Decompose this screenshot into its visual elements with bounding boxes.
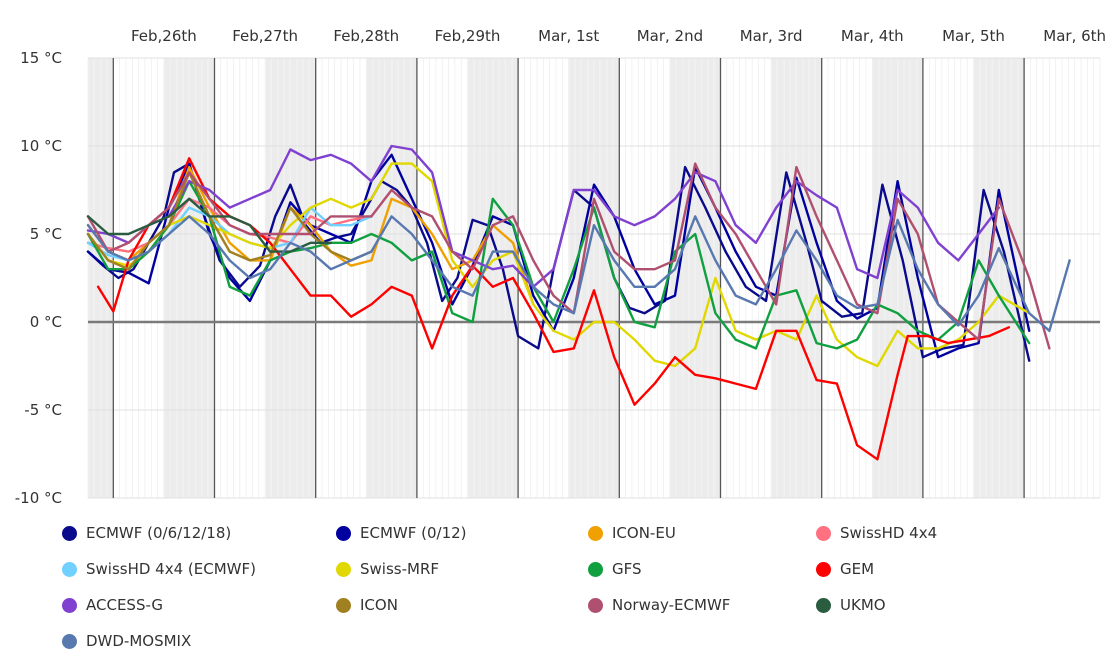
legend-label: UKMO (840, 596, 886, 614)
legend-swatch (62, 597, 77, 613)
legend-swatch (816, 561, 831, 577)
legend-item-swisshd-4x4[interactable]: SwissHD 4x4 (816, 522, 937, 544)
legend-label: ICON (360, 596, 398, 614)
series-line-icon (86, 171, 373, 271)
legend-swatch (588, 525, 603, 541)
temperature-chart-svg: 15 °C 10 °C 5 °C 0 °C -5 °C -10 °C Feb,26th Feb… (15, 27, 1106, 507)
date-label: Mar, 2nd (637, 27, 703, 45)
series-line-gfs (86, 179, 1031, 350)
y-tick-label: -10 °C (15, 489, 62, 507)
date-label: Feb,27th (232, 27, 298, 45)
legend-swatch (336, 597, 351, 613)
legend-swatch (816, 525, 831, 541)
legend-item-ecmwf-0-12[interactable]: ECMWF (0/12) (336, 522, 467, 544)
legend-label: ACCESS-G (86, 596, 164, 614)
date-label: Feb,29th (435, 27, 501, 45)
legend-label: SwissHD 4x4 (ECMWF) (86, 560, 256, 578)
legend-label: ICON-EU (612, 524, 676, 542)
y-tick-label: 5 °C (30, 225, 62, 243)
legend-item-access-g[interactable]: ACCESS-G (62, 594, 163, 616)
series-line-dwd-mosmix (86, 215, 1071, 332)
legend-item-gfs[interactable]: GFS (588, 558, 642, 580)
series-line-ecmwf-0-6-12-18 (86, 162, 1031, 362)
legend-item-ukmo[interactable]: UKMO (816, 594, 886, 616)
date-label: Mar, 6th (1043, 27, 1106, 45)
legend-label: Swiss-MRF (360, 560, 439, 578)
legend-item-swisshd-4x4-ecmwf[interactable]: SwissHD 4x4 (ECMWF) (62, 558, 256, 580)
legend-label: ECMWF (0/6/12/18) (86, 524, 232, 542)
date-label: Mar, 4th (841, 27, 904, 45)
date-label: Feb,28th (333, 27, 399, 45)
legend-item-icon-eu[interactable]: ICON-EU (588, 522, 676, 544)
y-tick-label: 0 °C (30, 313, 62, 331)
series-line-swiss-mrf (86, 162, 1031, 368)
date-label: Mar, 1st (538, 27, 599, 45)
y-tick-label: 10 °C (20, 137, 62, 155)
y-tick-label: 15 °C (20, 49, 62, 67)
legend-label: SwissHD 4x4 (840, 524, 938, 542)
legend-swatch (62, 525, 77, 541)
legend-label: DWD-MOSMIX (86, 632, 192, 650)
legend-item-ecmwf-0-6-12-18[interactable]: ECMWF (0/6/12/18) (62, 522, 231, 544)
date-label: Mar, 5th (942, 27, 1005, 45)
legend-swatch (816, 597, 831, 613)
legend-swatch (62, 633, 77, 649)
legend-swatch (336, 561, 351, 577)
date-label: Mar, 3rd (740, 27, 803, 45)
legend-label: GFS (612, 560, 642, 578)
legend-item-dwd-mosmix[interactable]: DWD-MOSMIX (62, 630, 191, 652)
legend-swatch (588, 561, 603, 577)
date-label: Feb,26th (131, 27, 197, 45)
legend-label: Norway-ECMWF (612, 596, 731, 614)
legend-item-swiss-mrf[interactable]: Swiss-MRF (336, 558, 439, 580)
series-line-ukmo (86, 197, 333, 253)
legend-swatch (62, 561, 77, 577)
legend-swatch (588, 597, 603, 613)
legend-item-norway-ecmwf[interactable]: Norway-ECMWF (588, 594, 730, 616)
legend-item-gem[interactable]: GEM (816, 558, 874, 580)
legend-swatch (336, 525, 351, 541)
y-tick-label: -5 °C (24, 401, 62, 419)
legend-item-icon[interactable]: ICON (336, 594, 398, 616)
legend-label: GEM (840, 560, 875, 578)
legend-label: ECMWF (0/12) (360, 524, 467, 542)
